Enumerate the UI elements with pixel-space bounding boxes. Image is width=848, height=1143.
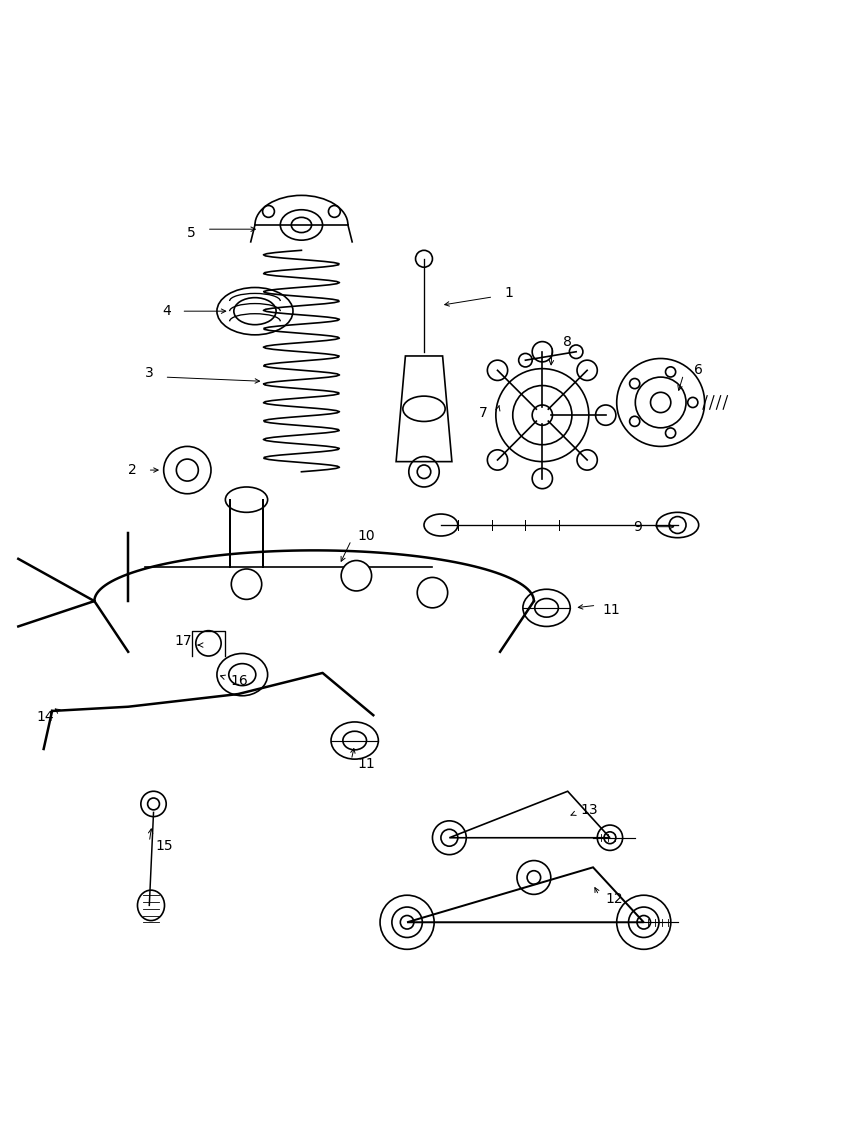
Text: 11: 11 [603, 602, 621, 616]
Text: 12: 12 [605, 893, 623, 906]
Text: 3: 3 [145, 366, 153, 379]
Text: 5: 5 [187, 226, 196, 240]
Text: 11: 11 [358, 757, 376, 772]
Circle shape [417, 577, 448, 608]
Text: 17: 17 [175, 634, 192, 648]
Text: 7: 7 [479, 406, 488, 419]
Text: 6: 6 [695, 363, 703, 377]
Text: 10: 10 [358, 529, 376, 543]
Text: 16: 16 [231, 674, 248, 688]
Circle shape [341, 560, 371, 591]
Text: 13: 13 [580, 802, 598, 817]
Text: 9: 9 [633, 520, 642, 534]
Text: 14: 14 [36, 710, 54, 724]
Text: 2: 2 [128, 463, 137, 477]
Text: 15: 15 [156, 839, 173, 853]
Text: 8: 8 [563, 335, 572, 349]
Circle shape [232, 569, 262, 599]
Text: 1: 1 [504, 286, 513, 299]
Text: 4: 4 [162, 304, 170, 318]
